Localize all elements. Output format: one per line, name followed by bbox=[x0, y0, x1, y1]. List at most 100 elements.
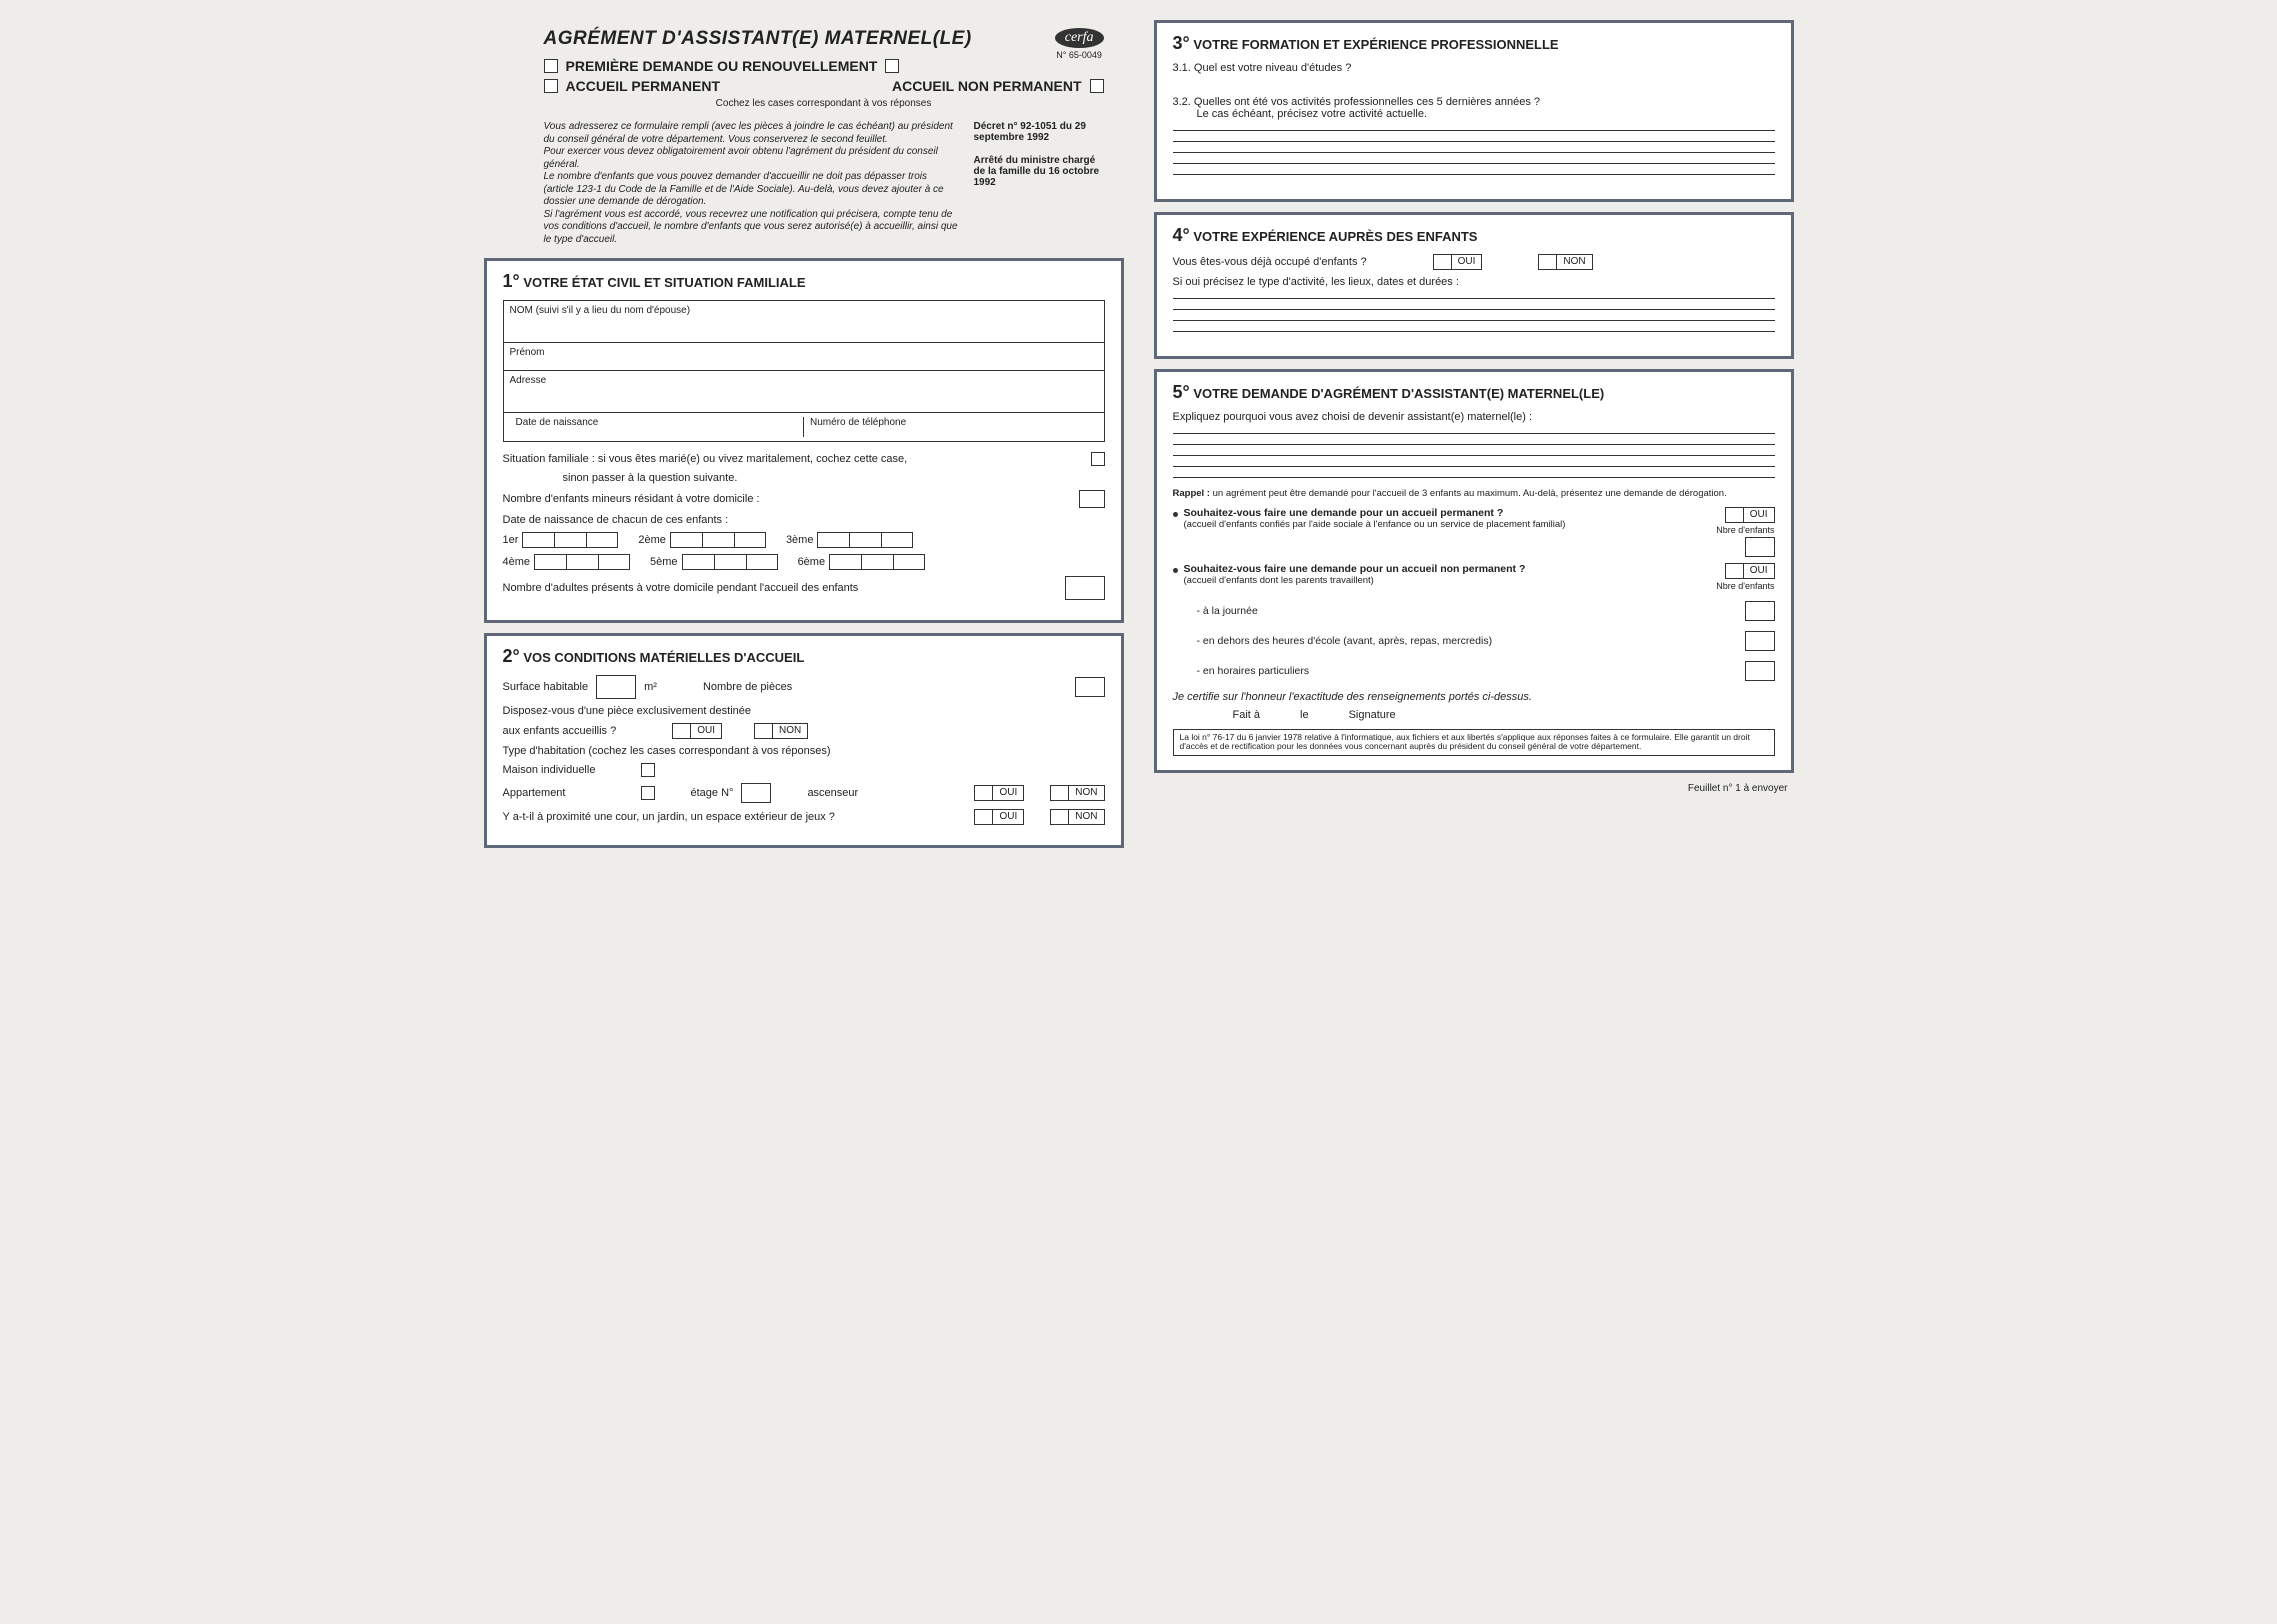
right-column: 3° VOTRE FORMATION ET EXPÉRIENCE PROFESS… bbox=[1154, 20, 1794, 858]
nonperm-oui[interactable]: OUI bbox=[1725, 563, 1775, 579]
ascenseur-oui[interactable]: OUI bbox=[974, 785, 1024, 801]
field-dob-tel: Date de naissance Numéro de téléphone bbox=[504, 413, 1104, 441]
input-nb-mineurs[interactable] bbox=[1079, 490, 1105, 508]
s3-line-5[interactable] bbox=[1173, 174, 1775, 175]
checkbox-appart[interactable] bbox=[641, 786, 655, 800]
nonperm-sub: (accueil d'enfants dont les parents trav… bbox=[1184, 575, 1679, 586]
legal-text: Vous adresserez ce formulaire rempli (av… bbox=[544, 121, 960, 246]
perm-oui[interactable]: OUI bbox=[1725, 507, 1775, 523]
cerfa-badge: cerfa bbox=[1055, 28, 1104, 48]
s5-line-5[interactable] bbox=[1173, 477, 1775, 478]
cour-non[interactable]: NON bbox=[1050, 809, 1104, 825]
bullet-icon bbox=[1173, 568, 1178, 573]
s5-explain: Expliquez pourquoi vous avez choisi de d… bbox=[1173, 411, 1775, 423]
field-prenom[interactable]: Prénom bbox=[504, 343, 1104, 371]
s3-line-2[interactable] bbox=[1173, 141, 1775, 142]
dob-input-5[interactable] bbox=[682, 554, 778, 570]
label-etage: étage N° bbox=[691, 787, 734, 799]
cerfa-number: N° 65-0049 bbox=[1055, 50, 1104, 60]
input-ecole[interactable] bbox=[1745, 631, 1775, 651]
s1-title-text: VOTRE ÉTAT CIVIL ET SITUATION FAMILIALE bbox=[523, 275, 805, 290]
input-horaires[interactable] bbox=[1745, 661, 1775, 681]
s5-line-2[interactable] bbox=[1173, 444, 1775, 445]
dob-input-3[interactable] bbox=[817, 532, 913, 548]
checkbox-accueil-non-permanent[interactable] bbox=[1090, 79, 1104, 93]
rappel-label: Rappel : bbox=[1173, 488, 1210, 499]
cour-oui[interactable]: OUI bbox=[974, 809, 1024, 825]
perm-nbre-label: Nbre d'enfants bbox=[1716, 525, 1774, 535]
input-surface[interactable] bbox=[596, 675, 636, 699]
nonperm-q: Souhaitez-vous faire une demande pour un… bbox=[1184, 563, 1679, 575]
label-type-hab: Type d'habitation (cochez les cases corr… bbox=[503, 745, 1105, 757]
input-nb-adultes[interactable] bbox=[1065, 576, 1105, 600]
row-cour: Y a-t-il à proximité une cour, un jardin… bbox=[503, 809, 1105, 825]
s4-line-2[interactable] bbox=[1173, 309, 1775, 310]
s4-title: 4° VOTRE EXPÉRIENCE AUPRÈS DES ENFANTS bbox=[1173, 225, 1775, 246]
s2-num: 2° bbox=[503, 646, 520, 666]
dob-input-6[interactable] bbox=[829, 554, 925, 570]
row-appartement: Appartement étage N° ascenseur OUI NON bbox=[503, 783, 1105, 803]
q-situation-familiale: Situation familiale : si vous êtes marié… bbox=[503, 452, 1105, 466]
perm-nbre-input[interactable] bbox=[1745, 537, 1775, 557]
row-premiere-demande: PREMIÈRE DEMANDE OU RENOUVELLEMENT bbox=[544, 58, 1104, 74]
opt-horaires: - en horaires particuliers bbox=[1197, 665, 1310, 677]
checkbox-accueil-permanent[interactable] bbox=[544, 79, 558, 93]
s3-line-4[interactable] bbox=[1173, 163, 1775, 164]
dob-input-1[interactable] bbox=[522, 532, 618, 548]
s1-title: 1° VOTRE ÉTAT CIVIL ET SITUATION FAMILIA… bbox=[503, 271, 1105, 292]
s5-title-text: VOTRE DEMANDE D'AGRÉMENT D'ASSISTANT(E) … bbox=[1193, 386, 1604, 401]
checkbox-maison[interactable] bbox=[641, 763, 655, 777]
ord-1: 1er bbox=[503, 534, 519, 546]
checkbox-premiere-demande-right[interactable] bbox=[885, 59, 899, 73]
input-etage[interactable] bbox=[741, 783, 771, 803]
dob-input-4[interactable] bbox=[534, 554, 630, 570]
left-column: AGRÉMENT D'ASSISTANT(E) MATERNEL(LE) cer… bbox=[484, 20, 1124, 858]
s5-line-3[interactable] bbox=[1173, 455, 1775, 456]
opt-ecole: - en dehors des heures d'école (avant, a… bbox=[1197, 635, 1493, 647]
ord-6: 6ème bbox=[798, 556, 826, 568]
s5-rappel: Rappel : un agrément peut être demandé p… bbox=[1173, 488, 1775, 499]
s4-precise: Si oui précisez le type d'activité, les … bbox=[1173, 276, 1775, 288]
section-5: 5° VOTRE DEMANDE D'AGRÉMENT D'ASSISTANT(… bbox=[1154, 369, 1794, 773]
field-dob[interactable]: Date de naissance bbox=[510, 417, 804, 437]
field-adresse[interactable]: Adresse bbox=[504, 371, 1104, 413]
section-2: 2° VOS CONDITIONS MATÉRIELLES D'ACCUEIL … bbox=[484, 633, 1124, 848]
row-surface: Surface habitable m² Nombre de pièces bbox=[503, 675, 1105, 699]
label-pieces: Nombre de pièces bbox=[703, 681, 792, 693]
piece-excl-non[interactable]: NON bbox=[754, 723, 808, 739]
s4-non[interactable]: NON bbox=[1538, 254, 1592, 270]
s4-line-1[interactable] bbox=[1173, 298, 1775, 299]
bullet-icon bbox=[1173, 512, 1178, 517]
field-nom[interactable]: NOM (suivi s'il y a lieu du nom d'épouse… bbox=[504, 301, 1104, 343]
input-nb-pieces[interactable] bbox=[1075, 677, 1105, 697]
label-ascenseur: ascenseur bbox=[807, 787, 858, 799]
q-dob-enfants: Date de naissance de chacun de ces enfan… bbox=[503, 514, 1105, 526]
dob-row-2: 4ème 5ème 6ème bbox=[503, 554, 1105, 570]
s1-num: 1° bbox=[503, 271, 520, 291]
s4-title-text: VOTRE EXPÉRIENCE AUPRÈS DES ENFANTS bbox=[1193, 229, 1477, 244]
opt-journee: - à la journée bbox=[1197, 605, 1258, 617]
dob-input-2[interactable] bbox=[670, 532, 766, 548]
piece-excl-oui[interactable]: OUI bbox=[672, 723, 722, 739]
s1-table: NOM (suivi s'il y a lieu du nom d'épouse… bbox=[503, 300, 1105, 442]
input-journee[interactable] bbox=[1745, 601, 1775, 621]
s4-line-4[interactable] bbox=[1173, 331, 1775, 332]
s3-line-3[interactable] bbox=[1173, 152, 1775, 153]
ascenseur-non[interactable]: NON bbox=[1050, 785, 1104, 801]
q-piece-excl-2: aux enfants accueillis ? OUI NON bbox=[503, 723, 1105, 739]
s4-line-3[interactable] bbox=[1173, 320, 1775, 321]
checkbox-premiere-demande-left[interactable] bbox=[544, 59, 558, 73]
section-1: 1° VOTRE ÉTAT CIVIL ET SITUATION FAMILIA… bbox=[484, 258, 1124, 623]
s3-line-1[interactable] bbox=[1173, 130, 1775, 131]
nonperm-options: - à la journée - en dehors des heures d'… bbox=[1197, 601, 1775, 681]
checkbox-marie[interactable] bbox=[1091, 452, 1105, 466]
s5-line-4[interactable] bbox=[1173, 466, 1775, 467]
s5-num: 5° bbox=[1173, 382, 1190, 402]
cerfa-block: cerfa N° 65-0049 bbox=[1055, 28, 1104, 60]
s5-line-1[interactable] bbox=[1173, 433, 1775, 434]
s4-oui[interactable]: OUI bbox=[1433, 254, 1483, 270]
form-title: AGRÉMENT D'ASSISTANT(E) MATERNEL(LE) bbox=[544, 28, 1104, 50]
field-tel[interactable]: Numéro de téléphone bbox=[803, 417, 1098, 437]
ord-3: 3ème bbox=[786, 534, 814, 546]
check-instruction: Cochez les cases correspondant à vos rép… bbox=[544, 98, 1104, 109]
